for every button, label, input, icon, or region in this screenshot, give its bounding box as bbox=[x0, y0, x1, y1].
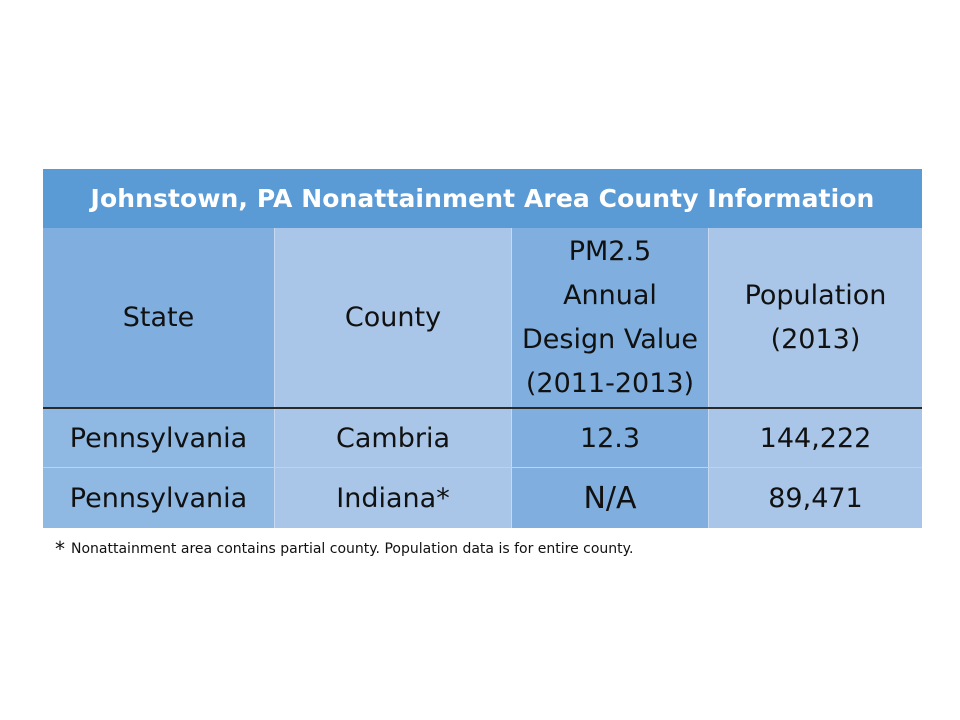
footnote-text: Nonattainment area contains partial coun… bbox=[71, 541, 634, 557]
header-state: State bbox=[43, 228, 275, 407]
cell-population: 89,471 bbox=[709, 468, 922, 528]
cell-state: Pennsylvania bbox=[43, 409, 275, 467]
cell-state: Pennsylvania bbox=[43, 468, 275, 528]
table-row: Pennsylvania Indiana* N/A 89,471 bbox=[43, 468, 922, 528]
cell-county: Indiana* bbox=[275, 468, 512, 528]
cell-pm25: N/A bbox=[512, 468, 709, 528]
footnote-marker: * bbox=[55, 537, 65, 561]
table-row: Pennsylvania Cambria 12.3 144,222 bbox=[43, 409, 922, 468]
header-population: Population (2013) bbox=[709, 228, 922, 407]
cell-population: 144,222 bbox=[709, 409, 922, 467]
table-header-row: State County PM2.5 Annual Design Value (… bbox=[43, 228, 922, 409]
header-county: County bbox=[275, 228, 512, 407]
county-information-table: Johnstown, PA Nonattainment Area County … bbox=[43, 169, 922, 528]
cell-pm25: 12.3 bbox=[512, 409, 709, 467]
table-title-row: Johnstown, PA Nonattainment Area County … bbox=[43, 169, 922, 228]
footnote: * Nonattainment area contains partial cou… bbox=[55, 537, 633, 561]
header-pm25-design-value: PM2.5 Annual Design Value (2011-2013) bbox=[512, 228, 709, 407]
cell-county: Cambria bbox=[275, 409, 512, 467]
table-title: Johnstown, PA Nonattainment Area County … bbox=[90, 184, 875, 213]
